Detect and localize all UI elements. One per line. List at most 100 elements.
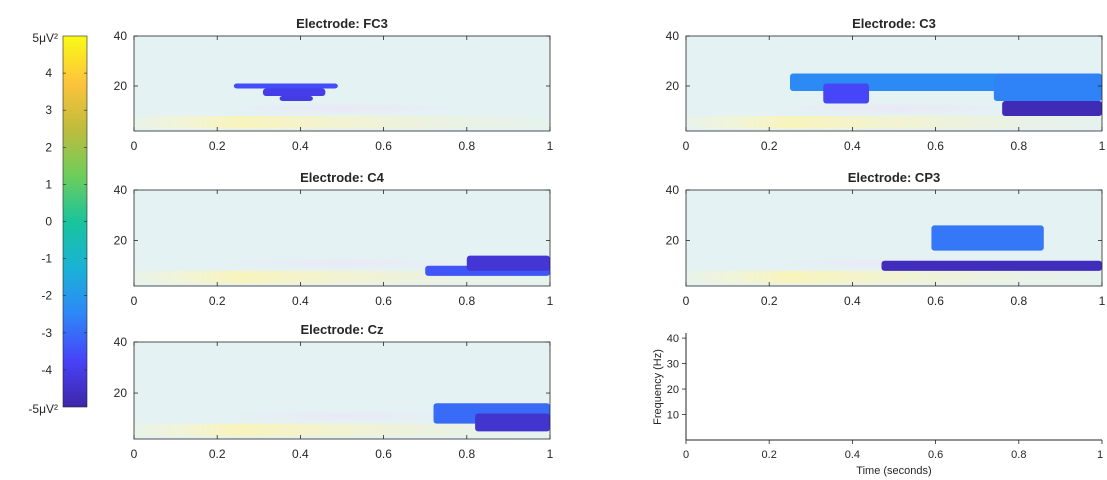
x-tick-label: 0.4 xyxy=(292,447,309,461)
empty-x-tick-label: 0.6 xyxy=(928,449,943,461)
y-tick-label: 40 xyxy=(666,29,680,43)
x-tick-label: 0 xyxy=(131,447,138,461)
x-tick-label: 0.2 xyxy=(209,139,226,153)
x-tick-label: 0.2 xyxy=(761,294,778,308)
colorbar-tick-label: 4 xyxy=(45,66,52,80)
empty-y-tick-label: 10 xyxy=(667,410,679,422)
significant-cluster xyxy=(823,83,870,104)
x-tick-label: 0 xyxy=(683,139,690,153)
x-tick-label: 0.8 xyxy=(458,139,475,153)
panel-title: Electrode: Cz xyxy=(300,322,384,337)
empty-axes-xticks: 0 0.2 0.4 0.6 0.8 1 xyxy=(683,440,1103,461)
significant-cluster xyxy=(475,413,550,432)
colorbar-tick-label: 0 xyxy=(45,215,52,229)
significant-cluster xyxy=(881,260,1102,271)
x-tick-label: 0 xyxy=(683,294,690,308)
colorbar-tick-label: -3 xyxy=(41,326,52,340)
x-tick-label: 1 xyxy=(1099,139,1106,153)
y-tick-label: 20 xyxy=(114,234,128,248)
y-tick-label: 40 xyxy=(114,183,128,197)
y-tick-label: 20 xyxy=(666,79,680,93)
panel-title: Electrode: CP3 xyxy=(848,170,940,185)
x-tick-label: 0.8 xyxy=(1010,294,1027,308)
empty-x-tick-label: 1 xyxy=(1097,449,1103,461)
axes-frame xyxy=(685,35,1103,132)
low-frequency-band xyxy=(134,116,550,129)
x-tick-label: 1 xyxy=(547,139,554,153)
y-tick-label: 40 xyxy=(114,29,128,43)
colorbar-gradient xyxy=(62,35,88,408)
y-tick-label: 40 xyxy=(114,335,128,349)
x-tick-label: 1 xyxy=(547,294,554,308)
x-tick-label: 0.6 xyxy=(927,294,944,308)
axes-frame xyxy=(133,341,551,440)
panel-title: Electrode: FC3 xyxy=(296,16,388,31)
panel-title: Electrode: C4 xyxy=(300,170,385,185)
empty-x-tick-label: 0.2 xyxy=(762,449,777,461)
low-frequency-band xyxy=(686,116,1102,129)
empty-axes-xlabel: Time (seconds) xyxy=(856,465,931,477)
x-tick-label: 0.4 xyxy=(292,294,309,308)
y-tick-label: 40 xyxy=(666,183,680,197)
axes-frame xyxy=(685,189,1103,287)
y-tick-label: 20 xyxy=(114,386,128,400)
x-tick-label: 0.4 xyxy=(844,294,861,308)
low-frequency-band xyxy=(134,423,550,437)
y-tick-label: 20 xyxy=(114,79,128,93)
x-tick-label: 1 xyxy=(547,447,554,461)
x-tick-label: 0.6 xyxy=(375,447,392,461)
heatmap-background xyxy=(134,36,550,131)
y-tick-label: 20 xyxy=(666,234,680,248)
empty-x-tick-label: 0.8 xyxy=(1011,449,1026,461)
significant-cluster xyxy=(931,225,1044,251)
x-tick-label: 0 xyxy=(131,294,138,308)
significant-cluster xyxy=(279,96,313,101)
colorbar-ticks: 4 3 2 1 0 -1 -2 -3 -4 xyxy=(41,66,87,377)
x-tick-label: 0.2 xyxy=(761,139,778,153)
empty-axes: 10 20 30 40 0 0.2 0.4 0.6 0.8 1 Frequency (Hz) T… xyxy=(652,333,1103,477)
significant-cluster xyxy=(262,88,326,96)
x-tick-label: 0.8 xyxy=(458,447,475,461)
empty-y-tick-label: 30 xyxy=(667,359,679,371)
x-tick-label: 0.4 xyxy=(292,139,309,153)
empty-x-tick-label: 0 xyxy=(683,449,689,461)
x-tick-label: 0.4 xyxy=(844,139,861,153)
colorbar-tick-label: 1 xyxy=(45,177,52,191)
heatmap-panel: Electrode: C3 0 0.2 0.4 0.6 0.8 1 20 40 xyxy=(666,16,1106,153)
colorbar: 5μV² 4 3 2 1 0 -1 -2 -3 -4 -5μV² xyxy=(28,31,88,416)
colorbar-tick-label: -1 xyxy=(41,252,52,266)
significant-cluster xyxy=(466,255,550,271)
heatmap-panel: Electrode: Cz 0 0.2 0.4 0.6 0.8 1 20 40 xyxy=(114,322,554,461)
heatmap-panel: Electrode: CP3 0 0.2 0.4 0.6 0.8 1 20 40 xyxy=(666,170,1106,308)
x-tick-label: 0.2 xyxy=(209,294,226,308)
x-tick-label: 1 xyxy=(1099,294,1106,308)
significant-cluster xyxy=(790,73,998,91)
x-tick-label: 0.6 xyxy=(375,294,392,308)
x-tick-label: 0.8 xyxy=(1010,139,1027,153)
axes-frame xyxy=(133,35,551,132)
significant-cluster xyxy=(1002,101,1102,116)
significant-cluster xyxy=(233,83,338,89)
empty-x-tick-label: 0.4 xyxy=(845,449,860,461)
x-tick-label: 0 xyxy=(131,139,138,153)
empty-y-tick-label: 40 xyxy=(667,333,679,345)
low-power-streak xyxy=(217,410,467,423)
empty-axes-yticks: 10 20 30 40 xyxy=(667,333,686,422)
x-tick-label: 0.6 xyxy=(375,139,392,153)
colorbar-tick-label: 2 xyxy=(45,140,52,154)
empty-axes-ylabel: Frequency (Hz) xyxy=(652,349,664,425)
x-tick-label: 0.6 xyxy=(927,139,944,153)
low-power-streak xyxy=(217,257,467,270)
low-power-streak xyxy=(769,102,1019,115)
significant-cluster xyxy=(993,73,1102,101)
panel-title: Electrode: C3 xyxy=(852,16,936,31)
axes-frame xyxy=(133,189,551,287)
x-tick-label: 0.2 xyxy=(209,447,226,461)
heatmap-panel: Electrode: C4 0 0.2 0.4 0.6 0.8 1 20 40 xyxy=(114,170,554,308)
low-power-streak xyxy=(217,102,467,115)
low-frequency-band xyxy=(686,270,1102,284)
colorbar-top-label: 5μV² xyxy=(32,31,58,45)
x-tick-label: 0.8 xyxy=(458,294,475,308)
